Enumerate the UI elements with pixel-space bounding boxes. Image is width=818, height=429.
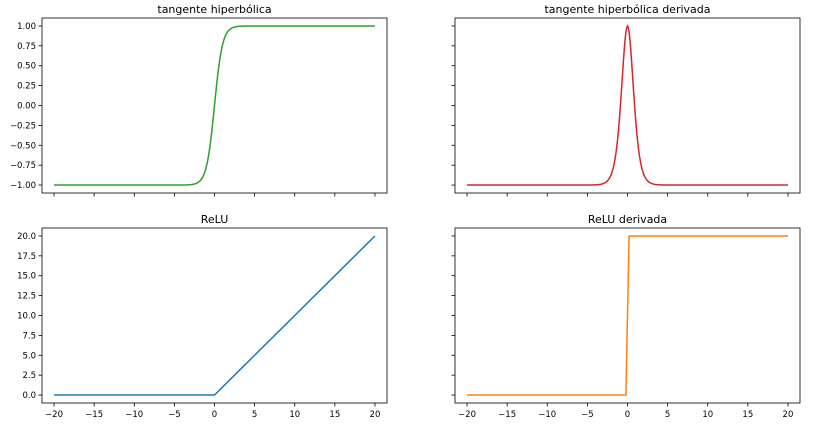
subplot-title: ReLU [201, 213, 229, 226]
x-tick-label: −15 [85, 410, 103, 420]
axes-frame [41, 227, 388, 404]
y-tick-label: 20.0 [17, 232, 36, 242]
y-tick-label: 7.5 [22, 331, 36, 341]
series-line [54, 25, 375, 186]
y-tick-label: −0.75 [10, 161, 36, 171]
x-tick-label: 0 [212, 410, 217, 420]
x-tick-label: 0 [625, 410, 630, 420]
y-tick-label: 5.0 [22, 351, 36, 361]
x-tick-label: 5 [665, 410, 670, 420]
y-tick-label: 0.75 [17, 42, 36, 52]
y-tick-label: 15.0 [17, 272, 36, 282]
subplot-1: tangente hiperbólica −1.00 −0.75 −0.50 −0.25… [10, 3, 388, 197]
y-tick-label: 12.5 [17, 292, 36, 302]
y-tick-label: 2.5 [22, 371, 36, 381]
subplot-title: tangente hiperbólica derivada [544, 3, 710, 16]
subplot-3: ReLU −20 −15 −10 −5 0 5 10 15 20 0.0 2.5 5.0 7.5 10.0 1… [17, 213, 388, 420]
x-tick-label: −5 [581, 410, 594, 420]
y-tick-label: 17.5 [17, 252, 36, 262]
x-tick-label: −5 [168, 410, 181, 420]
y-tick-label: 0.25 [17, 82, 36, 92]
x-tick-label: 5 [252, 410, 257, 420]
x-tick-label: 15 [329, 410, 340, 420]
axes-frame [454, 17, 801, 194]
x-tick-label: 10 [702, 410, 713, 420]
series-line [467, 24, 788, 186]
y-tick-label: −0.25 [10, 121, 36, 131]
subplot-4: ReLU derivada −20 −15 −10 −5 0 5 10 15 20 [451, 213, 801, 420]
x-tick-label: −20 [458, 410, 476, 420]
subplot-title: tangente hiperbólica [157, 3, 271, 16]
x-tick-label: 20 [370, 410, 381, 420]
x-tick-label: 15 [742, 410, 753, 420]
series-line [54, 235, 376, 396]
series-line [467, 235, 788, 396]
y-tick-label: 10.0 [17, 312, 36, 322]
x-tick-label: −15 [498, 410, 516, 420]
y-tick-label: 0.50 [17, 62, 36, 72]
y-tick-label: 0.00 [17, 102, 36, 112]
subplot-title: ReLU derivada [588, 213, 667, 226]
x-tick-label: 10 [289, 410, 300, 420]
y-tick-label: 1.00 [17, 22, 36, 32]
x-tick-label: −10 [125, 410, 143, 420]
subplot-2: tangente hiperbólica derivada [451, 3, 801, 197]
y-tick-label: −1.00 [10, 181, 36, 191]
x-tick-label: −10 [538, 410, 556, 420]
x-tick-label: −20 [45, 410, 63, 420]
y-tick-label: −0.50 [10, 141, 36, 151]
x-tick-label: 20 [783, 410, 794, 420]
y-tick-label: 0.0 [22, 391, 36, 401]
